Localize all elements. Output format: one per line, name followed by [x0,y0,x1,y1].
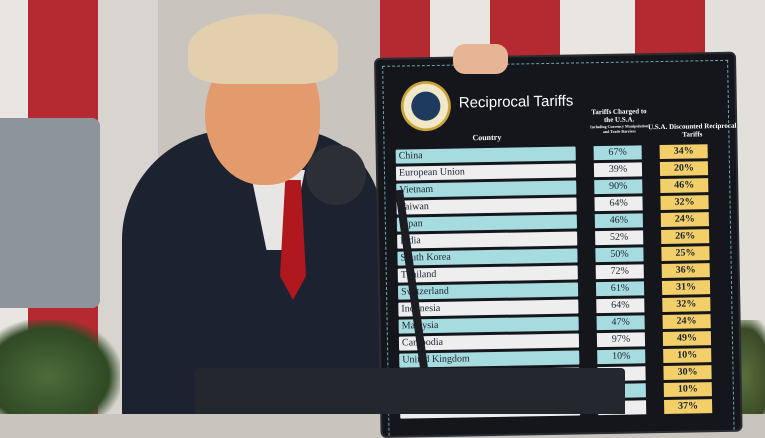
charged-cell: 67% [593,145,642,161]
hand [453,44,508,74]
charged-cell: 61% [595,281,645,297]
reciprocal-cell: 36% [661,263,710,279]
reciprocal-cell: 46% [660,178,709,194]
charged-cell: 10% [597,349,646,365]
reciprocal-cell: 24% [660,212,709,228]
reciprocal-cell: 34% [659,144,708,160]
reciprocal-cell: 32% [660,195,709,211]
microphone-icon [306,145,366,205]
charged-cell: 90% [594,179,643,195]
teleprompter-panel [0,118,100,308]
red-tie [280,180,306,300]
reciprocal-cell: 49% [662,331,712,346]
charged-cell: 47% [596,315,645,331]
reciprocal-header: U.S.A. Discounted Reciprocal Tariffs [648,121,737,139]
charged-cell: 46% [594,213,643,229]
reciprocal-cell: 32% [662,297,711,313]
speaker-hair [188,14,338,84]
reciprocal-cell: 26% [661,229,710,245]
reciprocal-cell: 30% [663,365,712,380]
charged-cell: 72% [595,264,644,280]
charged-cell: 39% [593,162,643,178]
country-header: Country [472,132,502,143]
reciprocal-cell: 24% [662,314,711,330]
charged-cell: 97% [596,332,646,348]
charged-cell: 64% [594,196,643,212]
charged-cell: 50% [595,247,644,263]
reciprocal-cell: 20% [659,161,709,177]
board-title: Reciprocal Tariffs [458,92,574,112]
podium [195,368,625,414]
charged-header: Tariffs Charged to the U.S.A. Including … [589,107,649,134]
charged-cell: 52% [595,230,644,246]
charged-header-sub: Including Currency Manipulation and Trad… [590,123,649,135]
reciprocal-cell: 37% [664,399,713,414]
charged-cell: 64% [596,298,645,314]
reciprocal-cell: 10% [663,348,712,363]
charged-header-title: Tariffs Charged to the U.S.A. [591,107,647,124]
reciprocal-cell: 10% [663,382,712,397]
reciprocal-cell: 31% [661,280,711,296]
reciprocal-cell: 25% [661,246,710,262]
plants [0,320,120,414]
